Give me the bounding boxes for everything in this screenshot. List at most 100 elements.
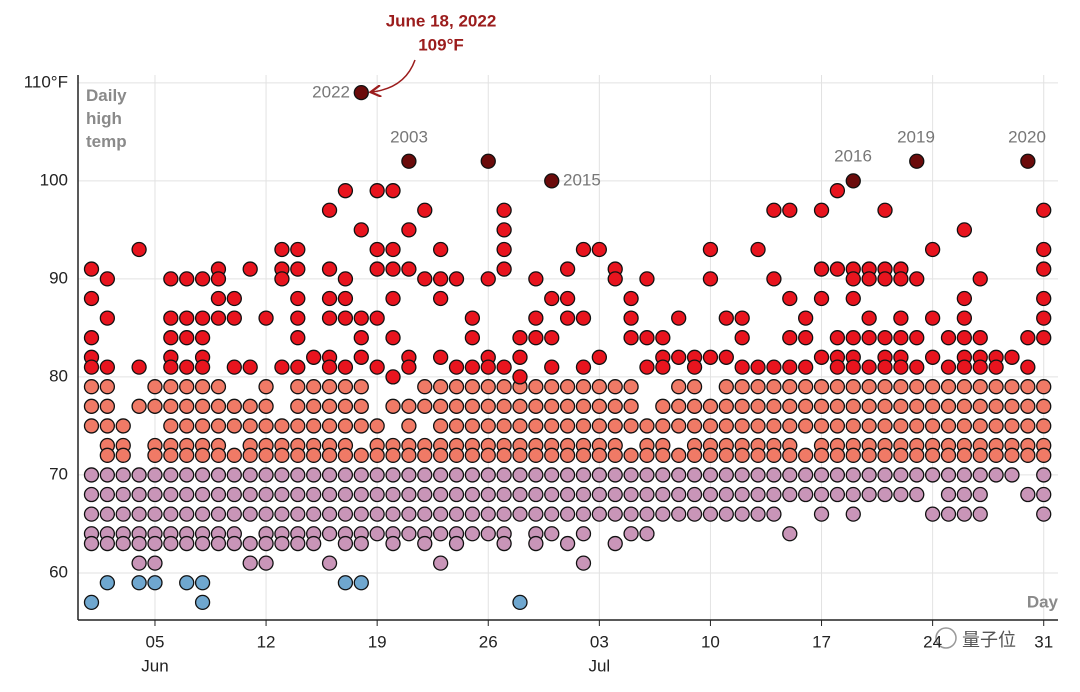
dot	[544, 418, 560, 434]
dot	[893, 379, 909, 395]
dot	[242, 418, 258, 434]
dot	[242, 398, 258, 414]
dot	[163, 359, 179, 375]
dot	[274, 418, 290, 434]
dot	[909, 486, 925, 503]
dot	[782, 379, 798, 395]
dot	[702, 447, 719, 463]
dot	[242, 555, 258, 571]
dot	[798, 418, 814, 434]
dot	[861, 447, 877, 463]
dot	[337, 535, 354, 552]
dot	[290, 241, 306, 258]
dot	[544, 486, 560, 503]
dot	[194, 330, 211, 346]
dot	[385, 447, 401, 463]
dot	[655, 506, 671, 522]
dot	[544, 526, 560, 542]
dot	[782, 486, 798, 503]
dot	[306, 535, 322, 552]
dot	[845, 290, 861, 307]
dot	[83, 535, 100, 552]
dot	[909, 271, 925, 287]
dot	[528, 506, 544, 522]
dot	[591, 486, 607, 503]
dot	[655, 398, 671, 414]
dot	[671, 447, 687, 463]
dot	[813, 506, 830, 522]
dot	[591, 241, 607, 258]
dot	[671, 398, 687, 414]
dot	[448, 467, 465, 483]
dot	[512, 486, 528, 503]
dot	[782, 418, 798, 434]
dot	[226, 418, 242, 434]
y-tick-label: 60	[49, 562, 68, 581]
dot	[417, 379, 433, 395]
dot	[226, 467, 242, 483]
dot	[417, 447, 433, 463]
dot	[893, 310, 909, 326]
dot	[559, 310, 576, 326]
dot	[607, 535, 623, 552]
dot	[496, 261, 512, 277]
dot	[544, 506, 560, 522]
dot	[147, 555, 163, 571]
dot	[544, 398, 560, 414]
dot	[972, 418, 988, 434]
dot	[496, 486, 512, 503]
dot	[194, 271, 211, 287]
dot	[766, 486, 782, 503]
dot	[877, 447, 893, 463]
dot	[210, 535, 227, 552]
dot	[718, 447, 734, 463]
dot	[686, 486, 703, 503]
dot	[639, 526, 655, 542]
dot	[512, 398, 528, 414]
dot	[813, 486, 830, 503]
dot	[591, 398, 607, 414]
dot	[147, 535, 163, 552]
dot	[353, 535, 369, 552]
dot	[1020, 398, 1036, 414]
dot	[559, 398, 576, 414]
dot	[893, 486, 909, 503]
dot	[99, 418, 116, 434]
dot	[306, 349, 322, 365]
dot	[559, 506, 576, 522]
dot	[432, 379, 449, 395]
dot	[179, 398, 195, 414]
dot	[385, 467, 401, 483]
dot	[131, 486, 147, 503]
year-annotation: 2003	[390, 127, 428, 146]
dot	[480, 153, 496, 169]
dot	[1036, 330, 1052, 346]
dot	[99, 379, 116, 395]
dot	[972, 398, 988, 414]
dot	[210, 447, 227, 463]
dot	[353, 398, 369, 414]
dot	[290, 535, 306, 552]
dot	[686, 398, 703, 414]
dot	[988, 467, 1004, 483]
dot	[655, 486, 671, 503]
dot	[559, 447, 576, 463]
dot	[274, 359, 290, 375]
dot	[353, 575, 369, 591]
dot	[337, 271, 354, 287]
dot	[607, 506, 623, 522]
dot	[369, 506, 385, 522]
dot	[734, 506, 750, 522]
y-axis-label: Daily high temp	[86, 86, 127, 151]
dot	[512, 447, 528, 463]
x-tick-label: 19	[368, 632, 387, 651]
dot	[99, 575, 116, 591]
dot	[353, 379, 369, 395]
dot	[194, 467, 211, 483]
dot	[909, 379, 925, 395]
dot	[464, 379, 481, 395]
dot	[179, 447, 195, 463]
dot	[861, 310, 877, 326]
dot	[496, 535, 512, 552]
